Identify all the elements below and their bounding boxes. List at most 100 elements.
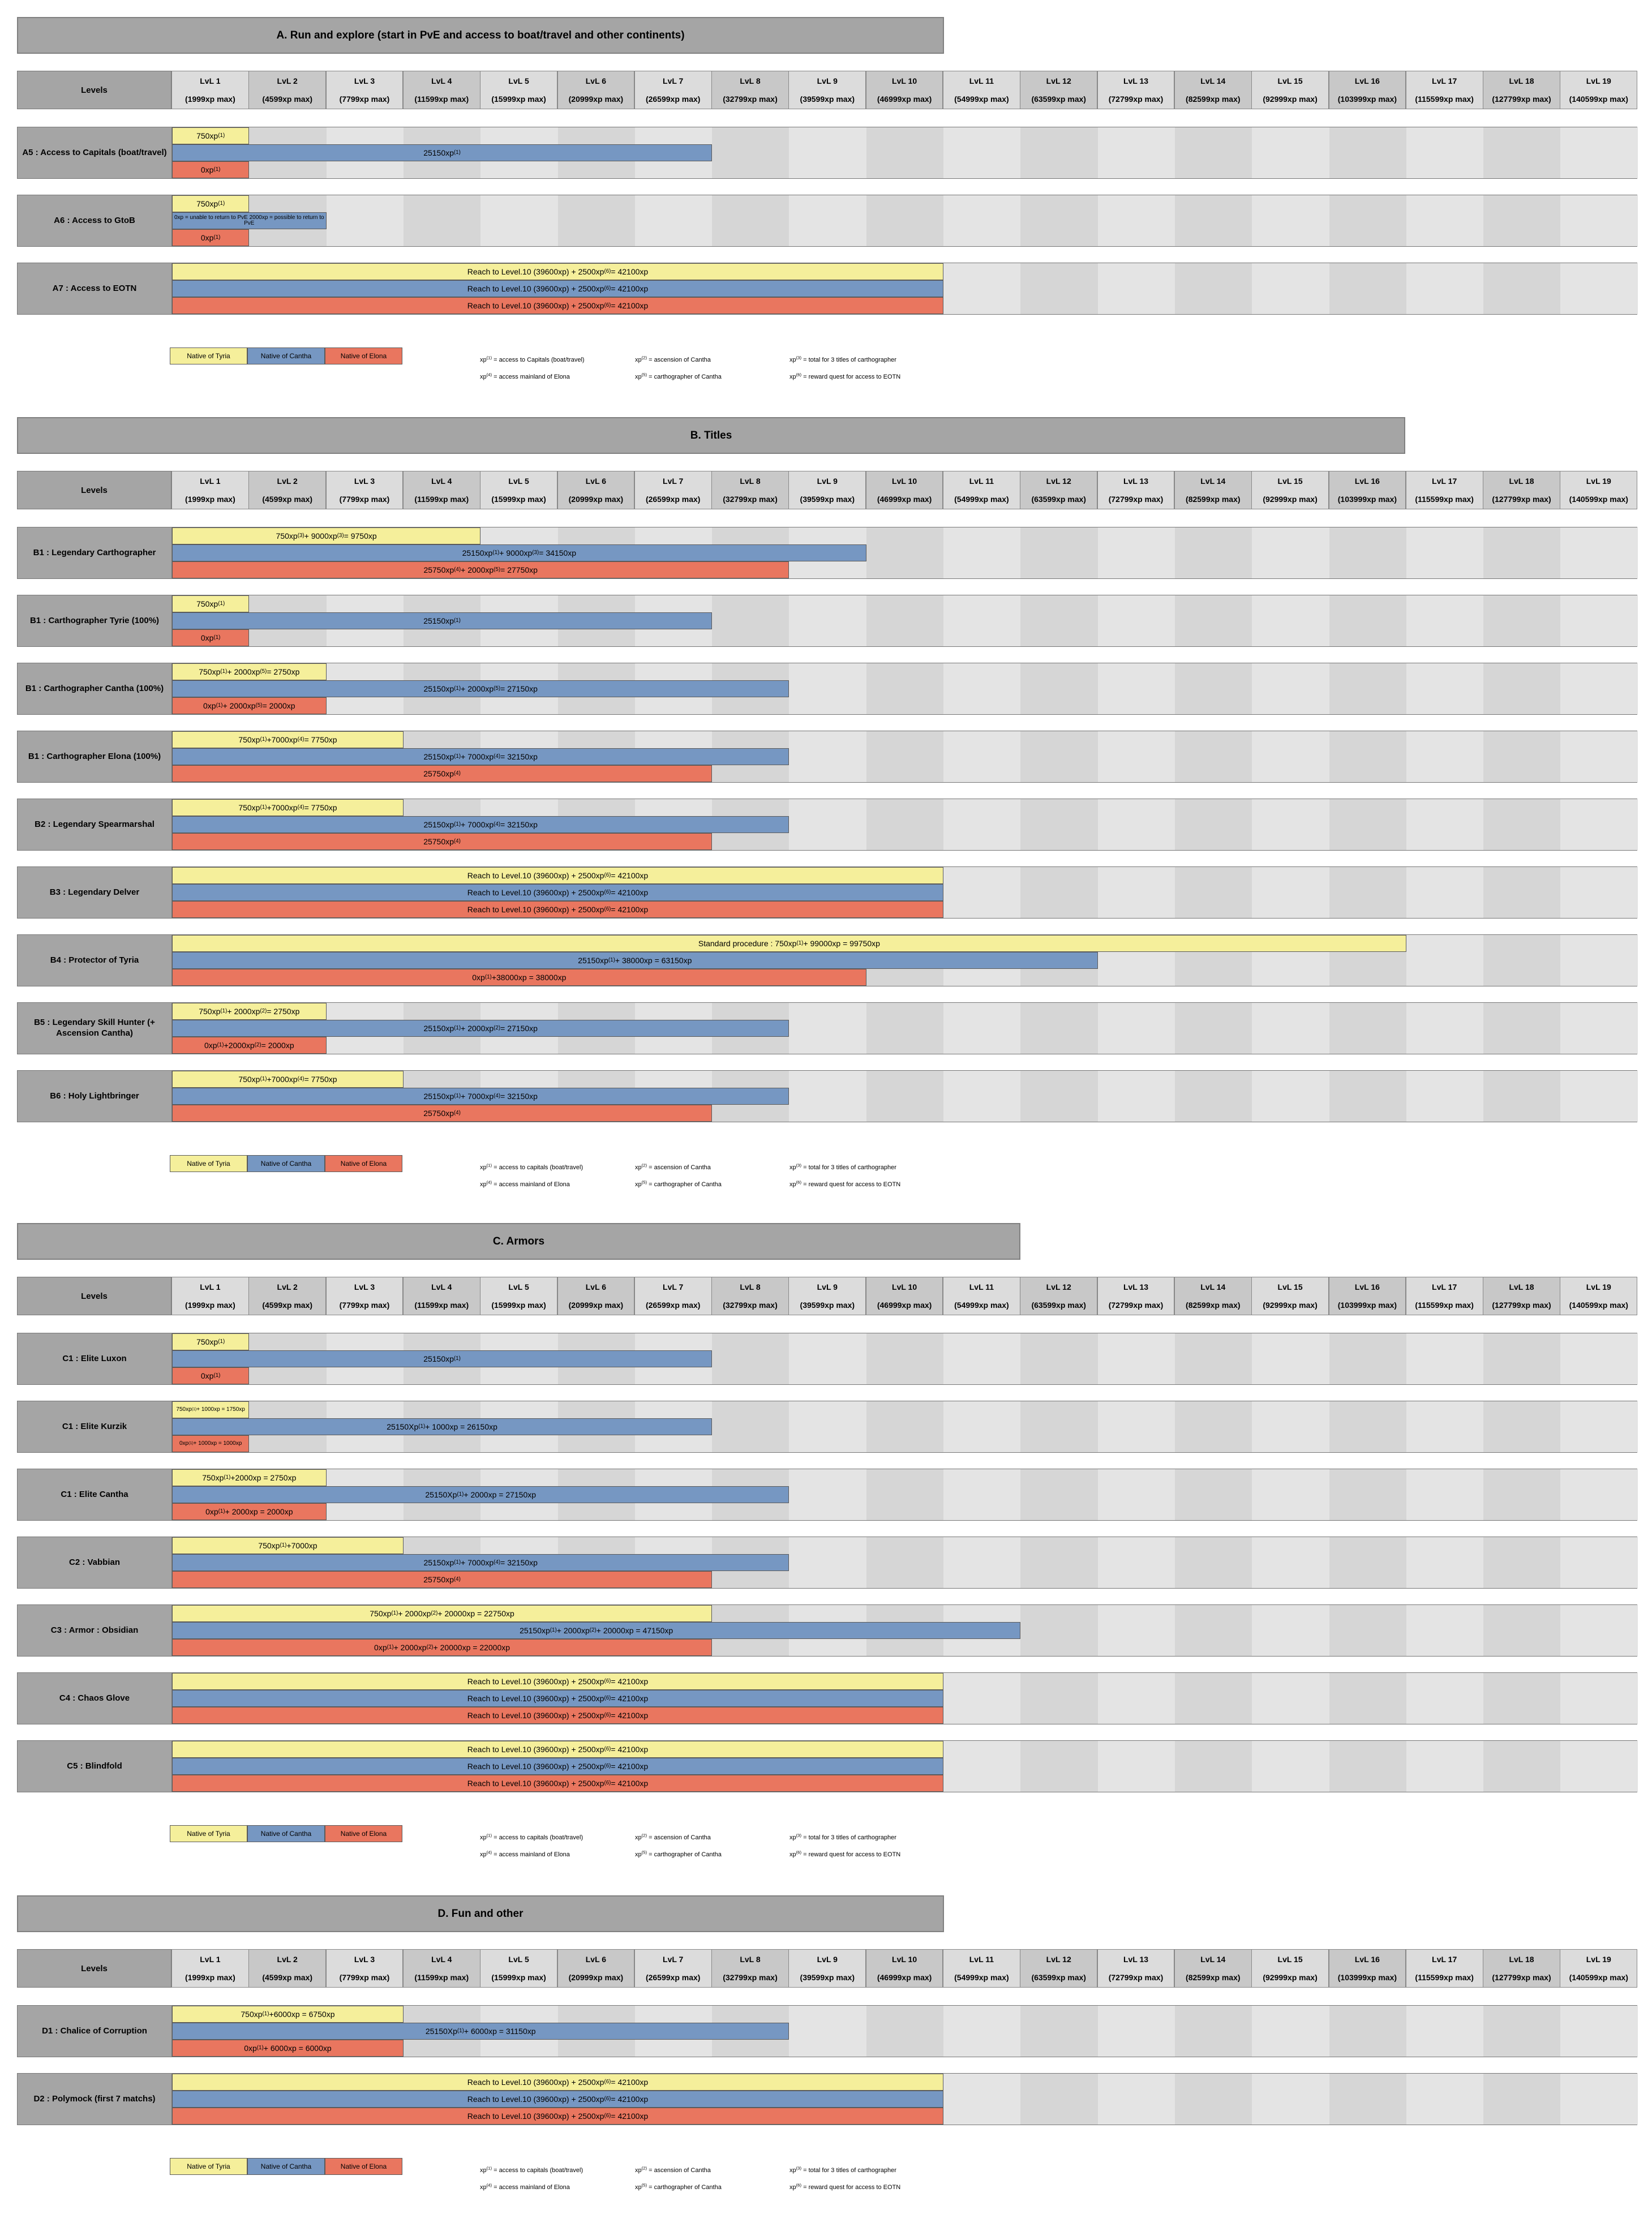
tyria-xp-bar: 750xp (1) [172,1333,250,1350]
level-cell [1097,1673,1175,1724]
level-cell [1406,1537,1484,1588]
level-name: LvL 9 [817,76,838,85]
level-cell [1252,663,1329,714]
elona-xp-bar: 25750xp (4) + 2000xp (5) = 27750xp [172,561,789,578]
level-name: LvL 16 [1354,1955,1380,1964]
level-column-header: LvL 19 (140599xp max) [1560,471,1638,509]
level-cell [1560,2074,1638,2125]
level-xp-max: (54999xp max) [954,1301,1009,1310]
level-xp-max: (115599xp max) [1415,1301,1474,1310]
elona-xp-bar: 0xp (1) [172,229,250,246]
level-name: LvL 7 [663,477,684,486]
section-title: A. Run and explore (start in PvE and acc… [17,17,944,54]
level-name: LvL 17 [1432,1282,1457,1291]
level-xp-max: (4599xp max) [262,1301,313,1310]
tyria-xp-bar: Reach to Level.10 (39600xp) + 2500xp (6) … [172,2074,943,2091]
level-xp-max: (20999xp max) [568,495,624,504]
level-cell [1020,195,1099,246]
level-name: LvL 19 [1586,1282,1611,1291]
level-cell [1097,1741,1175,1792]
level-column-header: LvL 19 (140599xp max) [1560,1277,1638,1315]
tyria-xp-bar: 750xp (1) +6000xp = 6750xp [172,2006,404,2023]
nation-legend: Native of Tyria Native of Cantha Native of… [170,1155,403,1172]
unlock-row: B6 : Holy Lightbringer 750xp (1) +7000xp (4)… [17,1070,1638,1122]
level-cell [1174,1071,1252,1122]
level-cell [1560,1071,1638,1122]
level-cell [1020,1071,1099,1122]
level-cell [634,195,713,246]
level-column-header: LvL 16 (103999xp max) [1328,1949,1406,1988]
level-name: LvL 19 [1586,76,1611,85]
level-column-header: LvL 10 (46999xp max) [865,1277,943,1315]
level-cell [1560,799,1638,850]
level-cell [1174,1605,1252,1656]
unlock-row: B1 : Carthographer Cantha (100%) 750xp (1)… [17,663,1638,715]
level-name: LvL 15 [1277,1955,1303,1964]
levels-label: Levels [17,1949,171,1988]
level-cell [1483,1071,1561,1122]
level-cell [866,1333,944,1384]
level-xp-max: (11599xp max) [414,95,469,104]
level-cell [1560,2006,1638,2057]
level-xp-max: (140599xp max) [1569,495,1628,504]
level-cell [1406,263,1484,314]
level-name: LvL 16 [1354,76,1380,85]
level-name: LvL 14 [1200,1955,1226,1964]
level-name: LvL 1 [200,1282,221,1291]
tyria-xp-bar: 750xp (1) [172,127,250,144]
level-cell [1252,867,1329,918]
cantha-xp-bar: Reach to Level.10 (39600xp) + 2500xp (6) … [172,1690,943,1707]
level-column-header: LvL 12 (63599xp max) [1020,1949,1098,1988]
level-xp-max: (11599xp max) [414,495,469,504]
level-cell [943,731,1021,782]
level-xp-max: (1999xp max) [185,1301,235,1310]
level-cell [1174,127,1252,178]
tyria-xp-bar: 750xp (1) +7000xp (4) = 7750xp [172,1071,404,1088]
level-cell [943,1469,1021,1520]
level-column-header: LvL 18 (127799xp max) [1483,71,1560,109]
level-cell [1252,1071,1329,1122]
legend-cantha: Native of Cantha [247,1155,325,1172]
level-column-header: LvL 11 (54999xp max) [943,71,1020,109]
row-label: C3 : Armor : Obsidian [18,1605,172,1656]
level-cell [1174,867,1252,918]
level-cell [1097,867,1175,918]
level-cell [712,195,789,246]
level-cell [1483,867,1561,918]
row-label: D2 : Polymock (first 7 matchs) [18,2074,172,2125]
level-cell [1560,1469,1638,1520]
level-column-header: LvL 12 (63599xp max) [1020,1277,1098,1315]
level-column-header: LvL 9 (39599xp max) [788,1949,866,1988]
level-name: LvL 10 [892,1282,917,1291]
cantha-xp-bar: 0xp = unable to return to PvE 2000xp = p… [172,212,327,229]
elona-xp-bar: 0xp (1) [172,161,250,178]
cantha-xp-bar: 25150xp (1) [172,1350,713,1367]
level-name: LvL 2 [277,477,298,486]
level-name: LvL 2 [277,76,298,85]
level-cell [1560,1741,1638,1792]
level-cell [1406,1673,1484,1724]
level-name: LvL 8 [740,1282,761,1291]
level-cell [866,731,944,782]
level-cell [1174,1537,1252,1588]
level-cell [1097,263,1175,314]
level-cell [1020,663,1099,714]
level-cell [943,1071,1021,1122]
level-cell [1329,527,1407,578]
cantha-xp-bar: 25150xp (1) + 38000xp = 63150xp [172,952,1098,969]
level-cell [1020,2074,1099,2125]
level-column-header: LvL 18 (127799xp max) [1483,1949,1560,1988]
level-xp-max: (63599xp max) [1031,495,1086,504]
level-cell [866,195,944,246]
level-column-header: LvL 16 (103999xp max) [1328,471,1406,509]
elona-xp-bar: Reach to Level.10 (39600xp) + 2500xp (6) … [172,901,943,918]
tyria-xp-bar: 750xp (1) + 2000xp (5) = 2750xp [172,663,327,680]
level-column-header: LvL 1 (1999xp max) [171,471,249,509]
unlock-row: C1 : Elite Cantha 750xp (1) +2000xp = 2750x… [17,1469,1638,1521]
footnote: xp(6) = reward quest for access to EOTN [789,1850,901,1858]
footnote: xp(2) = ascension of Cantha [635,2165,711,2174]
level-name: LvL 11 [969,1282,994,1291]
level-xp-max: (127799xp max) [1492,95,1551,104]
elona-xp-bar: 0xp (1) + 2000xp (5) = 2000xp [172,697,327,714]
level-cell [866,595,944,646]
